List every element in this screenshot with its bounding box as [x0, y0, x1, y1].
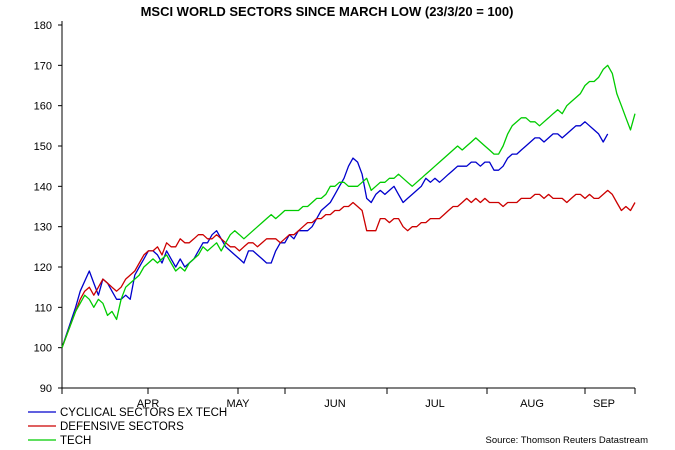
- y-tick-label: 160: [34, 101, 52, 113]
- x-tick-label: JUN: [324, 398, 345, 410]
- y-tick-label: 110: [34, 302, 52, 314]
- y-tick-label: 120: [34, 262, 52, 274]
- x-axis-ticks: APR MAY JUN JUL AUG SEP: [61, 388, 636, 410]
- y-tick-label: 130: [34, 222, 52, 234]
- x-tick-label: SEP: [593, 398, 615, 410]
- legend-label-defensive: DEFENSIVE SECTORS: [60, 421, 184, 433]
- y-axis-ticks: 90 100 110 120 130 140 150 160 170 180: [34, 20, 62, 395]
- series-line-defensive: [61, 189, 636, 348]
- legend-label-tech: TECH: [60, 435, 91, 447]
- chart-title: MSCI WORLD SECTORS SINCE MARCH LOW (23/3…: [141, 4, 514, 19]
- legend: CYCLICAL SECTORS EX TECH DEFENSIVE SECTO…: [28, 407, 227, 447]
- x-tick-label: JUL: [425, 398, 445, 410]
- x-tick-label: AUG: [520, 398, 544, 410]
- y-tick-label: 140: [34, 181, 52, 193]
- series-line-cyclical: [61, 121, 609, 348]
- series-line-tech: [61, 64, 636, 348]
- y-tick-label: 90: [40, 383, 52, 395]
- y-tick-label: 180: [34, 20, 52, 32]
- y-tick-label: 150: [34, 141, 52, 153]
- source-note: Source: Thomson Reuters Datastream: [486, 435, 649, 446]
- y-tick-label: 170: [34, 60, 52, 72]
- y-tick-label: 100: [34, 343, 52, 355]
- x-tick-label: APR: [137, 398, 160, 410]
- legend-label-cyclical: CYCLICAL SECTORS EX TECH: [60, 407, 227, 419]
- x-tick-label: MAY: [226, 398, 250, 410]
- plot-area: [61, 64, 636, 348]
